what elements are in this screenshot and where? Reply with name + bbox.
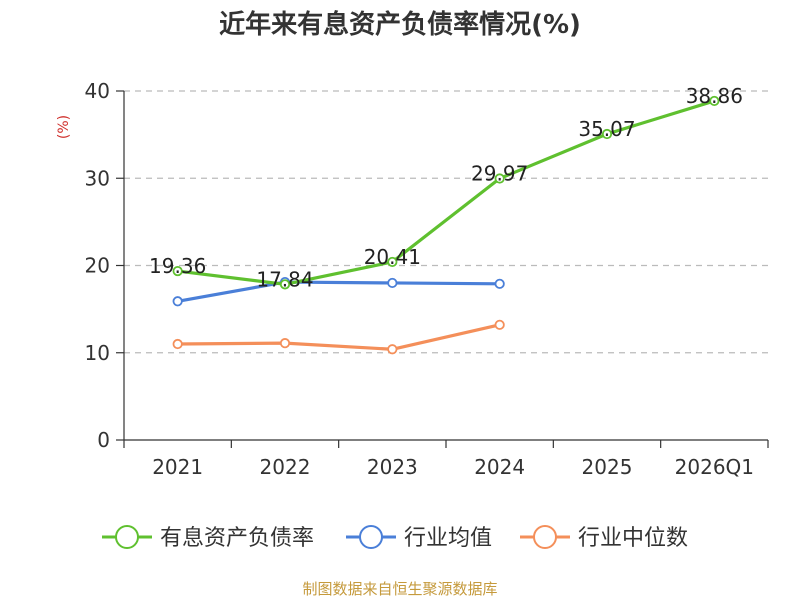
y-tick-label-20: 20	[85, 254, 110, 278]
data-point-0-4[interactable]	[601, 128, 613, 140]
chart-title: 近年来有息资产负债率情况(%)	[219, 9, 581, 40]
axes: 0 10 20 30 40 2021 2022 2023 2024 2025 2026Q1	[85, 79, 769, 479]
series-0	[172, 95, 720, 290]
legend-marker-2	[533, 525, 557, 549]
legend-item-0[interactable]: 有息资产负债率	[102, 525, 314, 551]
series-2	[172, 319, 505, 355]
data-point-0-1[interactable]	[279, 279, 291, 290]
data-label-0-3: 29.97	[471, 162, 528, 186]
x-tick-label-2025: 2025	[582, 455, 633, 479]
data-point-0-5[interactable]	[709, 95, 720, 107]
x-tick-label-2024: 2024	[474, 455, 525, 479]
legend: 有息资产负债率 行业均值 行业中位数	[102, 525, 688, 551]
series-line-1	[177, 280, 500, 303]
series-line-0	[177, 99, 715, 286]
data-label-0-2: 20.41	[364, 245, 421, 269]
data-point-2-0[interactable]	[172, 338, 183, 350]
legend-label-1: 行业均值	[404, 526, 492, 551]
data-label-0-4: 35.07	[578, 117, 635, 141]
series-line-2	[177, 323, 501, 351]
data-point-0-0[interactable]	[172, 265, 183, 277]
data-label-0-0: 19.36	[149, 254, 206, 278]
data-point-1-0[interactable]	[172, 296, 183, 307]
data-point-2-2[interactable]	[387, 344, 398, 355]
data-point-2-1[interactable]	[279, 338, 291, 349]
series-1	[172, 276, 505, 307]
data-point-2-3[interactable]	[494, 319, 505, 330]
y-tick-label-30: 30	[85, 166, 110, 190]
legend-item-2[interactable]: 行业中位数	[520, 525, 688, 551]
y-tick-label-40: 40	[85, 79, 110, 103]
x-tick-label-2026Q1: 2026Q1	[675, 455, 754, 479]
data-point-1-3[interactable]	[494, 278, 505, 289]
y-tick-label-0: 0	[97, 428, 110, 452]
data-label-0-5: 38.86	[686, 84, 743, 108]
data-point-0-3[interactable]	[494, 173, 505, 184]
x-tick-label-2023: 2023	[367, 455, 418, 479]
y-tick-label-10: 10	[85, 341, 110, 365]
legend-marker-1	[359, 525, 383, 549]
series-lines	[172, 95, 720, 355]
legend-marker-0	[115, 525, 139, 549]
x-tick-label-2022: 2022	[260, 455, 311, 479]
legend-item-1[interactable]: 行业均值	[346, 525, 492, 551]
legend-label-2: 行业中位数	[578, 526, 688, 551]
data-labels: 19.36 17.84 20.41 29.97 35.07 38.86	[149, 84, 743, 291]
y-axis-unit-label: (%)	[56, 115, 72, 139]
source-note: 制图数据来自恒生聚源数据库	[302, 580, 497, 598]
grid-lines	[124, 90, 768, 354]
data-label-0-1: 17.84	[256, 267, 313, 291]
legend-label-0: 有息资产负债率	[160, 526, 314, 551]
x-tick-label-2021: 2021	[152, 455, 203, 479]
data-point-1-2[interactable]	[387, 277, 398, 289]
data-point-0-2[interactable]	[387, 256, 398, 268]
